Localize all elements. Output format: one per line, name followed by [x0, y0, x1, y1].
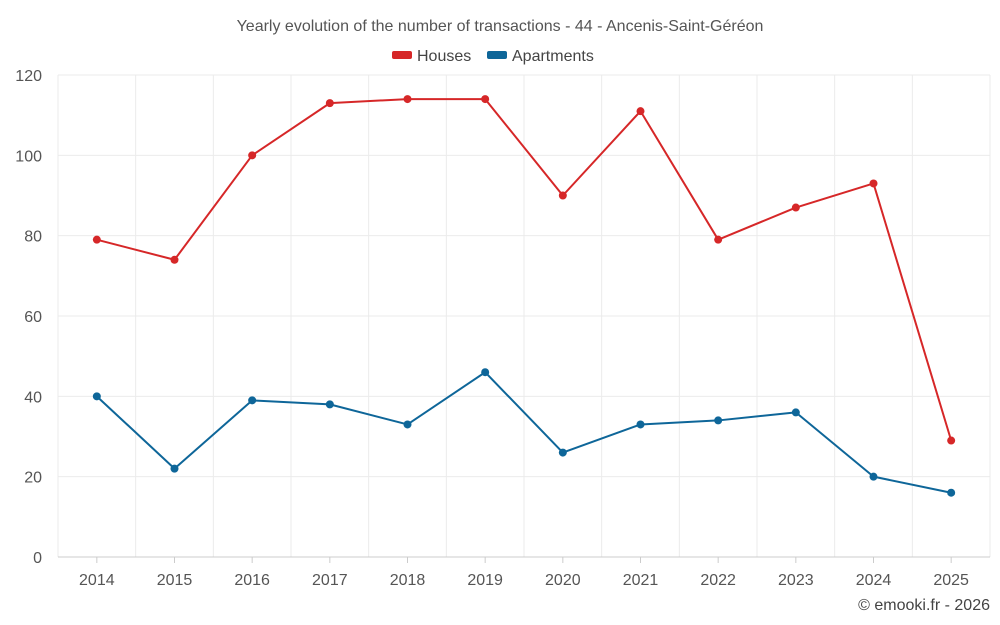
y-tick-label: 40	[24, 389, 42, 406]
data-point-apartments[interactable]	[947, 488, 956, 497]
series-apartments	[92, 368, 956, 497]
y-tick-label: 120	[15, 68, 42, 85]
data-point-apartments[interactable]	[636, 420, 645, 429]
x-tick-label: 2024	[856, 572, 892, 589]
y-tick-label: 20	[24, 470, 42, 487]
legend-label-apartments[interactable]: Apartments	[512, 48, 594, 65]
y-tick-label: 80	[24, 229, 42, 246]
y-tick-label: 100	[15, 148, 42, 165]
data-point-houses[interactable]	[248, 151, 257, 160]
data-point-houses[interactable]	[869, 179, 878, 188]
legend: Houses Apartments	[392, 48, 594, 65]
data-point-apartments[interactable]	[869, 472, 878, 481]
legend-swatch-houses	[392, 51, 412, 59]
data-point-apartments[interactable]	[481, 368, 490, 377]
x-tick-label: 2015	[157, 572, 193, 589]
data-point-houses[interactable]	[170, 255, 179, 264]
y-axis: 0 20 40 60 80 100 120	[15, 68, 42, 567]
data-point-apartments[interactable]	[170, 464, 179, 473]
credit-text: © emooki.fr - 2026	[858, 597, 990, 614]
x-tick-label: 2014	[79, 572, 115, 589]
data-point-apartments[interactable]	[791, 408, 800, 417]
x-tick-label: 2021	[623, 572, 659, 589]
x-tick-label: 2016	[234, 572, 270, 589]
legend-label-houses[interactable]: Houses	[417, 48, 471, 65]
series-layer	[92, 95, 956, 497]
data-point-houses[interactable]	[481, 95, 490, 104]
data-point-apartments[interactable]	[92, 392, 101, 401]
data-point-apartments[interactable]	[325, 400, 334, 409]
data-point-houses[interactable]	[636, 107, 645, 116]
series-line-houses	[96, 98, 953, 441]
x-tick-label: 2025	[933, 572, 969, 589]
data-point-houses[interactable]	[92, 235, 101, 244]
x-tick-label: 2017	[312, 572, 348, 589]
x-axis: 2014 2015 2016 2017 2018 2019 2020 2021 2022 2023…	[58, 556, 990, 589]
data-point-apartments[interactable]	[714, 416, 723, 425]
data-point-houses[interactable]	[791, 203, 800, 212]
x-tick-label: 2020	[545, 572, 581, 589]
data-point-houses[interactable]	[403, 95, 412, 104]
chart-title: Yearly evolution of the number of transa…	[237, 18, 764, 35]
y-tick-label: 60	[24, 309, 42, 326]
x-tick-label: 2022	[700, 572, 736, 589]
series-line-apartments	[96, 371, 952, 494]
data-point-houses[interactable]	[325, 99, 334, 108]
x-tick-label: 2019	[467, 572, 503, 589]
data-point-houses[interactable]	[947, 436, 956, 445]
grid-layer	[57, 74, 991, 557]
y-tick-label: 0	[33, 550, 42, 567]
data-point-houses[interactable]	[714, 235, 723, 244]
data-point-apartments[interactable]	[558, 448, 567, 457]
x-tick-label: 2023	[778, 572, 814, 589]
x-tick-label: 2018	[390, 572, 426, 589]
data-point-apartments[interactable]	[403, 420, 412, 429]
data-point-apartments[interactable]	[248, 396, 257, 405]
data-point-houses[interactable]	[558, 191, 567, 200]
series-houses	[92, 95, 956, 445]
legend-swatch-apartments	[487, 51, 507, 59]
